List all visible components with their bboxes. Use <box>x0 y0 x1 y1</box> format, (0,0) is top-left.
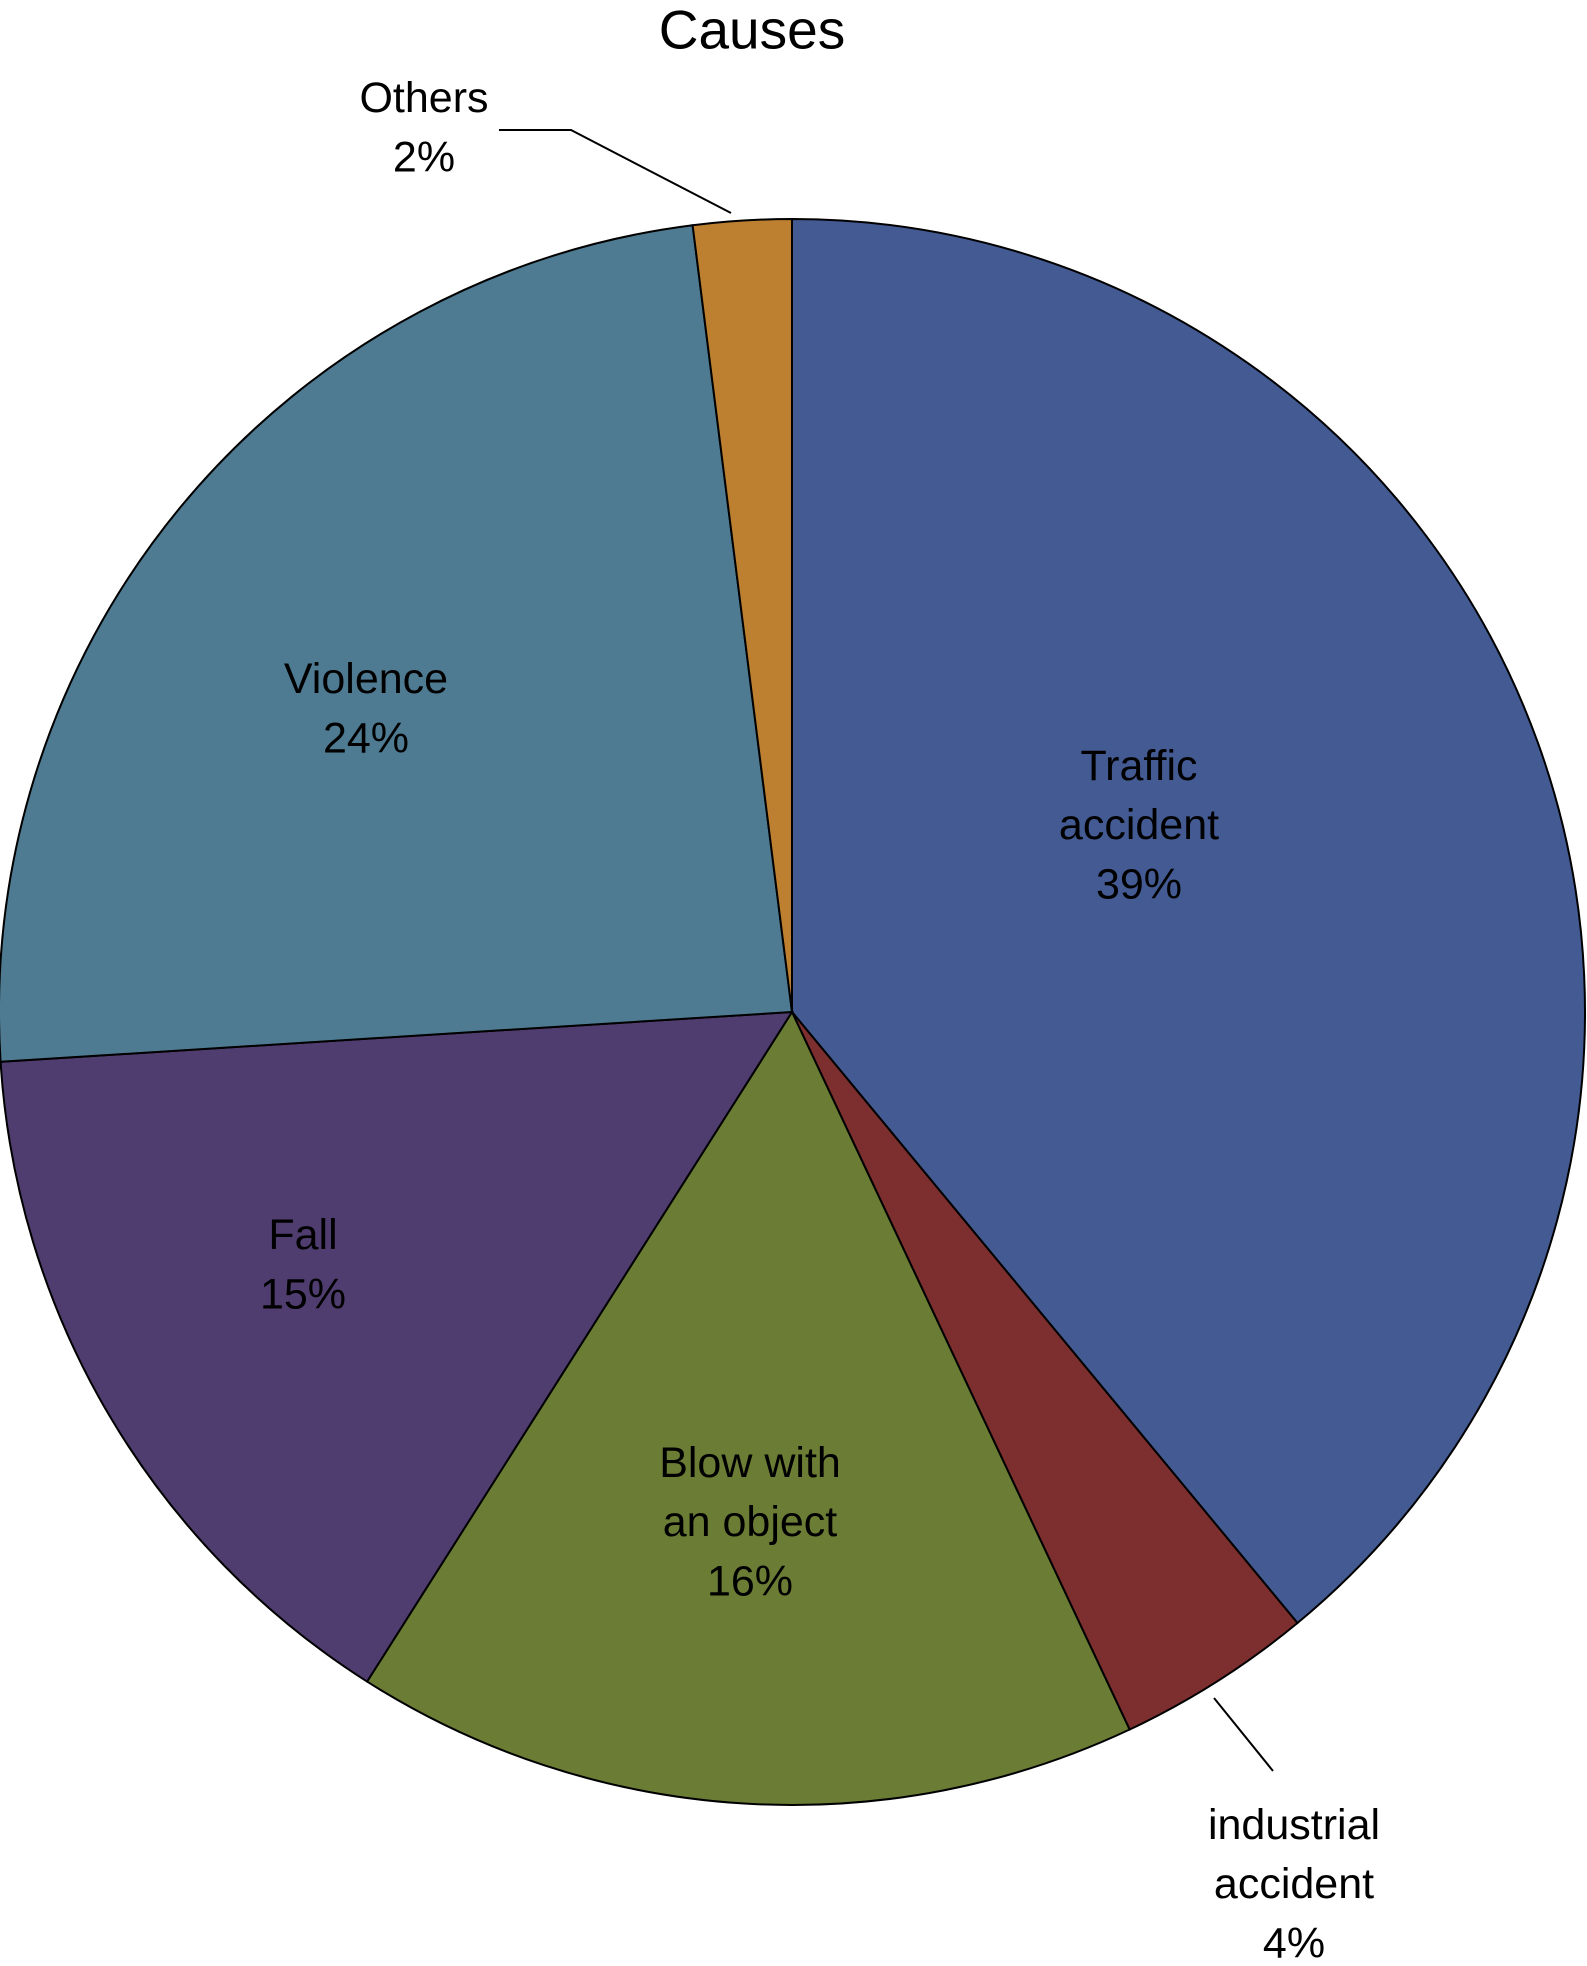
slice-label: Violence <box>284 655 448 703</box>
pie-slice <box>365 1009 1131 1806</box>
chart-title: Causes <box>659 0 845 61</box>
value-label: 24% <box>323 714 409 762</box>
value-label: 16% <box>707 1557 793 1605</box>
value-label: 15% <box>260 1270 346 1318</box>
leader-line <box>499 129 732 214</box>
slice-label: Blow with an object <box>659 1439 841 1546</box>
value-label: 2% <box>393 133 455 181</box>
value-label: 4% <box>1263 1919 1325 1966</box>
pie-slice <box>0 224 794 1063</box>
pie-slice <box>791 1011 1299 1731</box>
slice-label: Traffic accident <box>1059 742 1219 849</box>
pie-slice <box>691 217 793 1013</box>
leader-line <box>1213 1697 1274 1772</box>
pie-slice <box>0 1010 794 1683</box>
slice-label: industrial accident <box>1208 1801 1380 1908</box>
slice-label: Fall <box>268 1211 337 1259</box>
value-label: 39% <box>1096 860 1182 908</box>
pie-slice <box>791 217 1586 1625</box>
slice-label: Others <box>359 74 488 122</box>
